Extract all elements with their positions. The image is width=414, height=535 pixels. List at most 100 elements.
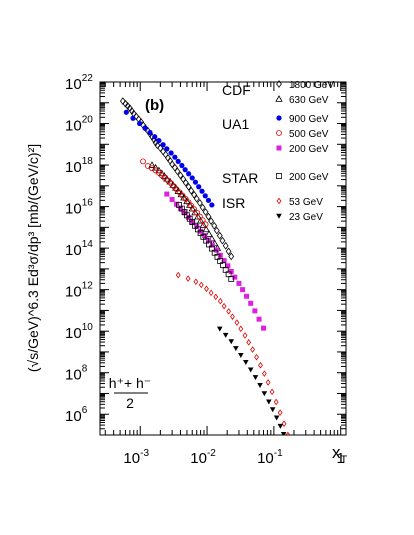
data-point <box>156 138 162 144</box>
data-point <box>266 399 272 405</box>
data-point <box>202 233 208 239</box>
data-point <box>238 352 244 358</box>
data-point <box>228 252 235 261</box>
x-tick-labels: 10-3 10-2 10-1 1 <box>123 448 344 467</box>
data-point <box>236 280 242 286</box>
data-point <box>182 178 189 187</box>
data-point <box>161 174 168 181</box>
series-star-200-gev <box>176 202 235 282</box>
data-point <box>233 346 239 352</box>
data-point <box>281 420 287 427</box>
data-point <box>261 391 268 397</box>
y-tick-label: 1012 <box>65 281 93 301</box>
data-point <box>213 226 220 235</box>
data-point <box>191 206 198 213</box>
formula-denominator: 2 <box>126 395 134 411</box>
legend-entry-label: 1800 GeV <box>289 80 334 91</box>
y-tick-label: 1022 <box>65 73 93 93</box>
data-point <box>148 161 156 168</box>
data-point <box>192 222 198 229</box>
data-point <box>164 146 170 152</box>
data-point <box>243 360 249 366</box>
data-point <box>247 367 254 373</box>
data-point <box>273 415 280 421</box>
data-point <box>147 129 153 136</box>
data-point <box>172 154 178 160</box>
data-point <box>252 375 259 381</box>
legend-marker <box>276 130 282 136</box>
data-point <box>169 160 176 169</box>
y-tick-labels: 106 108 1010 1012 1014 1016 1018 1020 1022 <box>65 73 93 425</box>
data-point <box>164 191 170 197</box>
y-tick-label: 1020 <box>65 115 93 135</box>
data-point <box>222 266 229 273</box>
legend-entry-label: 53 GeV <box>289 197 323 208</box>
data-point <box>225 247 232 256</box>
data-point <box>196 199 203 207</box>
data-point <box>174 187 182 194</box>
data-point <box>254 353 259 361</box>
data-point <box>256 316 262 322</box>
data-point <box>213 293 219 301</box>
series-ua1-500-gev <box>140 158 209 228</box>
y-axis-label: (√s/GeV)^6.3 Ed³σ/dp³ [mb/(GeV/c)²] <box>25 144 41 372</box>
data-point <box>199 217 206 224</box>
legend-marker <box>276 213 282 219</box>
data-point <box>288 447 294 452</box>
data-point <box>182 167 188 173</box>
data-point <box>193 194 200 203</box>
x-axis-label-sub: T <box>341 454 348 466</box>
legend-entry-label: 900 GeV <box>289 114 329 125</box>
data-points <box>119 97 294 452</box>
legend-marker <box>276 197 282 205</box>
data-point <box>205 197 212 203</box>
data-point <box>202 221 209 228</box>
data-point <box>196 213 203 220</box>
data-point <box>277 423 284 429</box>
data-point <box>199 221 208 228</box>
data-point <box>173 186 180 193</box>
data-point <box>185 275 191 282</box>
data-point <box>177 171 184 180</box>
data-point <box>191 190 198 199</box>
x-tick-label: 10-3 <box>123 448 149 467</box>
data-point <box>208 217 215 225</box>
data-point <box>154 141 161 150</box>
data-point <box>183 197 191 205</box>
data-point <box>246 339 252 346</box>
data-point <box>209 242 215 248</box>
data-point <box>188 202 195 209</box>
data-point <box>222 332 229 338</box>
data-point <box>194 209 201 216</box>
data-point <box>242 332 248 339</box>
data-point <box>225 263 231 269</box>
formula-numerator: h⁺+ h⁻ <box>109 375 151 391</box>
data-point <box>124 102 131 110</box>
data-point <box>130 115 136 121</box>
data-point <box>234 319 240 326</box>
data-point <box>202 208 209 216</box>
data-point <box>211 221 218 230</box>
data-point <box>277 409 283 416</box>
data-point <box>228 339 235 345</box>
panel-label: (b) <box>145 97 164 114</box>
data-point <box>202 193 208 199</box>
data-point <box>174 167 181 176</box>
data-point <box>199 203 206 212</box>
legend-entry-label: 200 GeV <box>289 144 329 155</box>
data-point <box>221 302 227 310</box>
y-tick-label: 1014 <box>65 239 93 259</box>
svg-text:xT: xT <box>332 443 348 466</box>
data-point <box>122 99 129 108</box>
data-point <box>228 275 235 282</box>
data-point <box>175 271 181 279</box>
data-point <box>226 308 231 315</box>
data-point <box>182 196 189 202</box>
y-tick-label: 1016 <box>65 198 93 218</box>
data-point <box>198 281 204 289</box>
data-point <box>186 171 192 177</box>
data-point <box>152 134 158 140</box>
legend-experiment-star: STAR <box>222 170 258 186</box>
data-point <box>205 212 212 221</box>
